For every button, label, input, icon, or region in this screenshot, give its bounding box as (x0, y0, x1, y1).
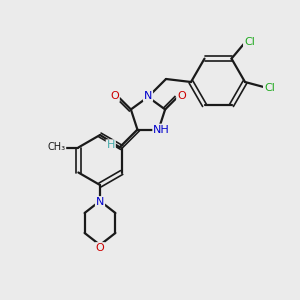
Text: N: N (144, 91, 152, 101)
Text: H: H (106, 140, 115, 150)
Text: O: O (110, 91, 119, 101)
Text: O: O (177, 91, 186, 101)
Text: O: O (96, 243, 104, 253)
Text: N: N (96, 197, 104, 207)
Text: CH₃: CH₃ (47, 142, 65, 152)
Text: Cl: Cl (264, 83, 275, 93)
Text: NH: NH (153, 124, 170, 135)
Text: Cl: Cl (244, 37, 255, 47)
